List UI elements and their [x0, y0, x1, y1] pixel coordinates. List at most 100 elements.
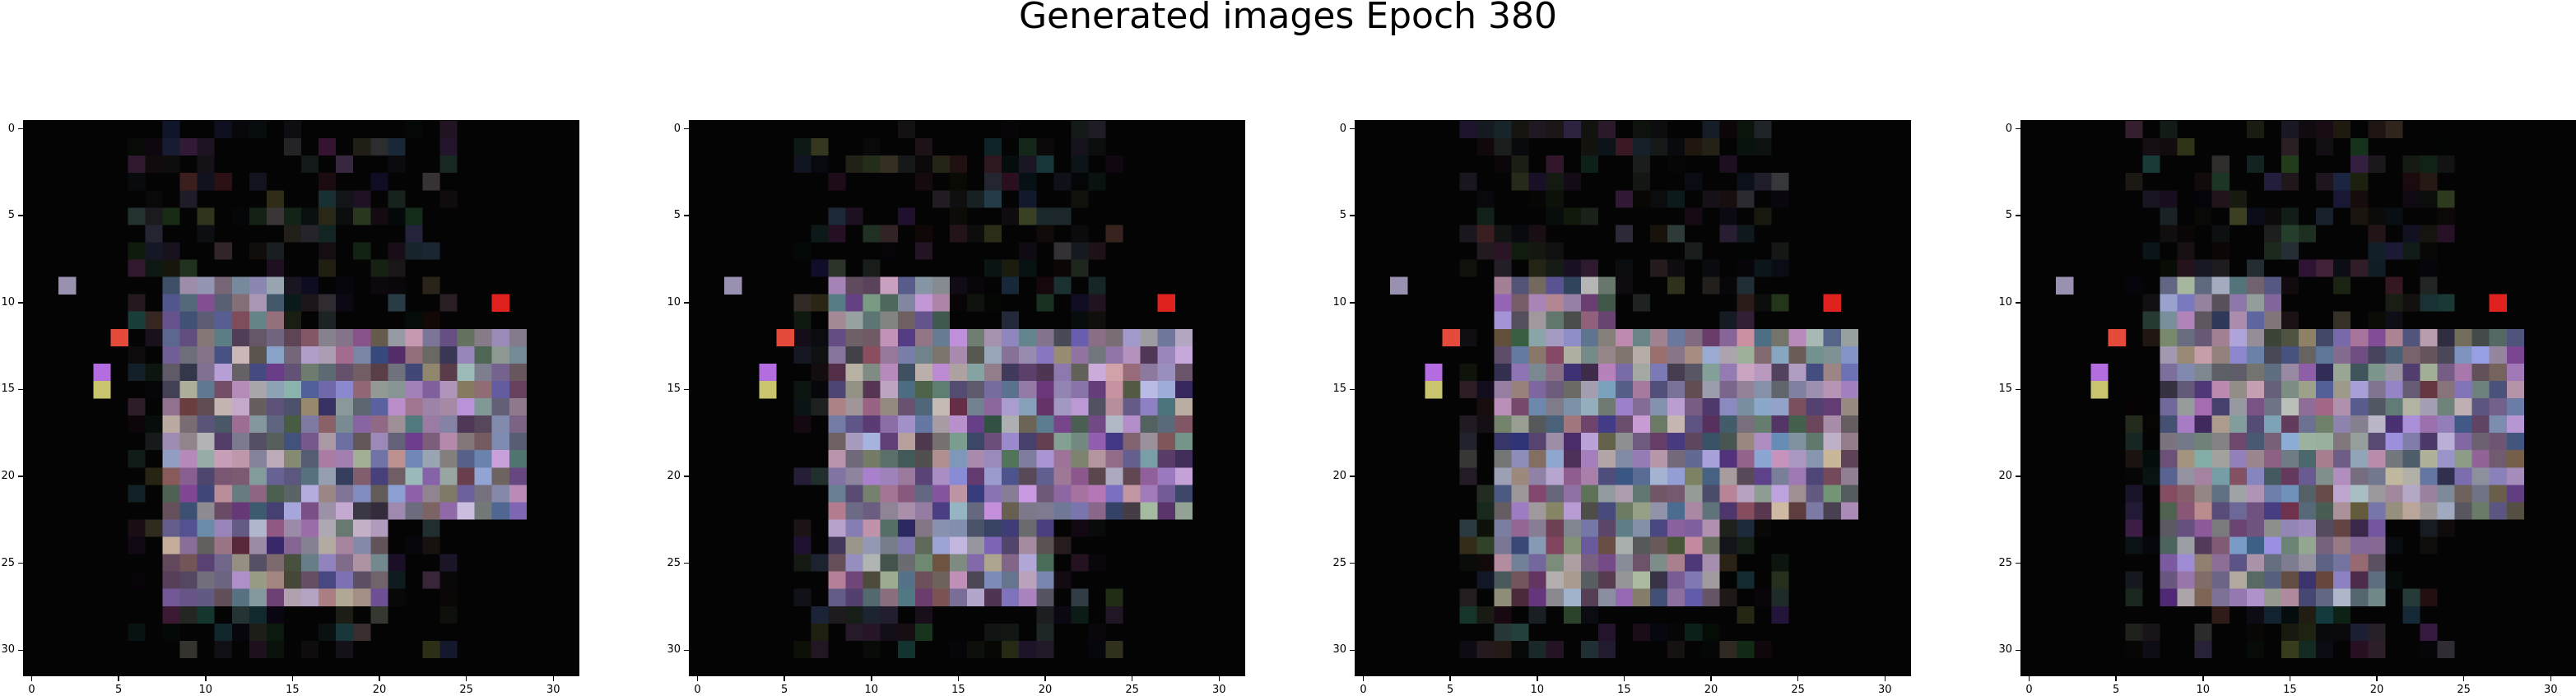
- pixel: [1823, 207, 1842, 225]
- pixel: [845, 623, 864, 642]
- pixel: [776, 173, 794, 191]
- pixel: [1840, 380, 1859, 399]
- pixel: [1667, 450, 1686, 468]
- pixel: [1806, 225, 1825, 243]
- pixel: [2437, 657, 2455, 675]
- pixel: [214, 623, 233, 642]
- pixel: [439, 588, 458, 607]
- pixel: [1355, 485, 1374, 503]
- pixel: [24, 467, 42, 485]
- pixel: [283, 467, 302, 485]
- pixel: [405, 536, 423, 554]
- pixel: [845, 606, 864, 624]
- pixel: [1528, 519, 1547, 537]
- y-tick-mark: [1350, 215, 1355, 216]
- pixel: [759, 519, 777, 537]
- pixel: [984, 190, 1002, 208]
- pixel: [249, 554, 267, 573]
- pixel: [457, 138, 476, 156]
- pixel: [1209, 225, 1228, 243]
- pixel: [526, 536, 545, 554]
- pixel: [949, 606, 968, 624]
- pixel: [707, 225, 725, 243]
- pixel: [457, 398, 476, 416]
- pixel: [1140, 657, 1159, 675]
- pixel: [2142, 657, 2160, 675]
- pixel: [1546, 415, 1565, 434]
- pixel: [1390, 433, 1408, 451]
- pixel: [2333, 398, 2351, 416]
- pixel: [1580, 380, 1599, 399]
- pixel: [2281, 467, 2299, 485]
- pixel: [1071, 657, 1089, 675]
- pixel: [543, 502, 562, 520]
- pixel: [2142, 640, 2160, 659]
- pixel: [1157, 259, 1176, 277]
- pixel: [58, 173, 77, 191]
- pixel: [1892, 328, 1910, 347]
- pixel: [1373, 571, 1391, 590]
- pixel: [2541, 485, 2560, 503]
- pixel: [1476, 640, 1495, 659]
- pixel: [457, 415, 476, 434]
- pixel: [1209, 536, 1228, 554]
- pixel: [560, 311, 579, 330]
- pixel: [509, 311, 528, 330]
- pixel: [76, 536, 94, 554]
- pixel: [1002, 225, 1020, 243]
- pixel: [526, 467, 545, 485]
- pixel: [336, 242, 354, 260]
- pixel: [2246, 606, 2265, 624]
- pixel: [949, 346, 968, 364]
- pixel: [1053, 242, 1072, 260]
- pixel: [405, 606, 423, 624]
- pixel: [1019, 623, 1037, 642]
- pixel: [457, 588, 476, 607]
- pixel: [2333, 623, 2351, 642]
- pixel: [1373, 138, 1391, 156]
- pixel: [2073, 415, 2091, 434]
- pixel: [422, 467, 440, 485]
- pixel: [1192, 623, 1211, 642]
- pixel: [2333, 536, 2351, 554]
- pixel: [543, 346, 562, 364]
- pixel: [1442, 571, 1460, 590]
- pixel: [1858, 190, 1876, 208]
- x-tick-mark: [2550, 676, 2552, 681]
- pixel: [690, 346, 708, 364]
- x-tick-label: 5: [1447, 684, 1454, 696]
- pixel: [2211, 536, 2230, 554]
- pixel: [1615, 606, 1634, 624]
- pixel: [1157, 571, 1176, 590]
- pixel: [1053, 606, 1072, 624]
- pixel: [214, 155, 233, 174]
- pixel: [932, 121, 951, 139]
- pixel: [880, 276, 899, 295]
- pixel: [880, 606, 899, 624]
- pixel: [1425, 155, 1443, 174]
- pixel: [2177, 311, 2196, 330]
- pixel: [76, 467, 94, 485]
- pixel: [2263, 588, 2282, 607]
- pixel: [2489, 328, 2508, 347]
- image-pixels: [2021, 121, 2576, 675]
- pixel: [1823, 380, 1842, 399]
- pixel: [1459, 554, 1477, 573]
- pixel: [1476, 433, 1495, 451]
- pixel: [1425, 657, 1443, 675]
- pixel: [2021, 294, 2039, 313]
- pixel: [2281, 121, 2299, 139]
- pixel: [897, 259, 916, 277]
- pixel: [1840, 207, 1859, 225]
- pixel: [110, 623, 128, 642]
- pixel: [1546, 485, 1565, 503]
- pixel: [2263, 398, 2282, 416]
- pixel: [2368, 588, 2386, 607]
- pixel: [742, 657, 760, 675]
- pixel: [58, 571, 77, 590]
- pixel: [2073, 294, 2091, 313]
- pixel: [1806, 450, 1825, 468]
- pixel: [301, 173, 319, 191]
- pixel: [2316, 276, 2334, 295]
- pixel: [2506, 398, 2525, 416]
